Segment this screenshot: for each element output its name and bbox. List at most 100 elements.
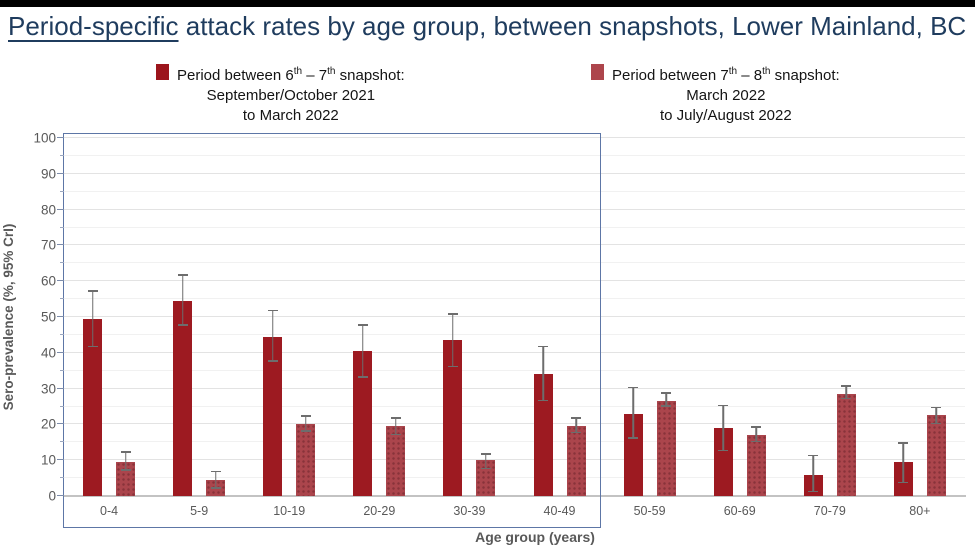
bar-period-1 xyxy=(533,374,553,496)
bar-group xyxy=(64,138,154,496)
gridline xyxy=(64,387,965,389)
bar-slot xyxy=(566,138,586,496)
bar-slot xyxy=(173,138,193,496)
gridline xyxy=(64,137,965,138)
y-axis-tick xyxy=(60,405,64,407)
page-title: Period-specific attack rates by age grou… xyxy=(8,11,968,42)
error-bar xyxy=(476,453,495,470)
y-axis-label: 40 xyxy=(40,345,56,361)
y-axis-label: 60 xyxy=(40,273,56,289)
bar-period-2 xyxy=(296,424,316,496)
error-bar-cap-top xyxy=(931,406,942,409)
error-bar-cap-top xyxy=(898,442,909,444)
legend-label-line: September/October 2021 xyxy=(206,87,376,104)
y-axis-tick xyxy=(57,351,64,353)
error-bar-line xyxy=(452,313,454,368)
error-bar-cap-top xyxy=(357,324,368,326)
x-axis-label: 30-39 xyxy=(453,504,486,518)
error-bar-line xyxy=(812,454,815,493)
bar-group xyxy=(514,138,604,496)
error-bar-line xyxy=(395,417,397,436)
error-bar-cap-bottom xyxy=(210,487,221,489)
y-axis-tick xyxy=(57,387,64,389)
title-rest-text: attack rates by age group, between snaps… xyxy=(178,11,967,41)
y-axis-label: 0 xyxy=(48,488,56,504)
error-bar xyxy=(837,385,856,400)
gridline xyxy=(64,244,965,246)
error-bar xyxy=(624,386,643,439)
legend-label-line: to July/August 2022 xyxy=(659,107,792,124)
error-bar xyxy=(747,426,766,443)
bar-period-1 xyxy=(83,318,103,496)
legend-label-line: March 2022 xyxy=(686,87,766,104)
y-axis-label: 20 xyxy=(40,416,56,432)
error-bar-line xyxy=(91,290,94,348)
error-bar-cap-bottom xyxy=(808,490,819,493)
bar-slot xyxy=(893,138,913,496)
error-bar xyxy=(714,404,733,452)
error-bar xyxy=(567,417,586,434)
error-bar-line xyxy=(362,324,364,378)
bar-period-2 xyxy=(656,401,676,496)
y-axis-tick xyxy=(60,154,64,156)
error-bar-cap-bottom xyxy=(300,430,311,432)
error-bar-cap-top xyxy=(210,470,221,473)
legend-swatch-period-2 xyxy=(591,64,604,80)
bar-group xyxy=(695,138,785,496)
error-bar-cap-bottom xyxy=(841,397,852,400)
legend-label-line: Period between 7th – 8th snapshot: xyxy=(612,66,840,84)
legend-label-period-1: Period between 6th – 7th snapshot: Septem… xyxy=(177,62,405,126)
error-bar-cap-bottom xyxy=(898,481,909,484)
gridline xyxy=(64,208,965,210)
bar-slot xyxy=(353,138,373,496)
bar-slot xyxy=(926,138,946,496)
error-bar-cap-top xyxy=(841,385,852,387)
bar-slot xyxy=(713,138,733,496)
bar-period-1 xyxy=(623,413,643,496)
error-bar xyxy=(263,309,282,362)
bar-period-1 xyxy=(173,300,193,496)
y-axis-label: 90 xyxy=(40,166,56,182)
error-bar-cap-bottom xyxy=(480,467,491,470)
y-axis-tick xyxy=(60,333,64,335)
bar-slot xyxy=(836,138,856,496)
error-bar-cap-bottom xyxy=(447,365,458,368)
y-axis-label: 70 xyxy=(40,237,56,253)
x-axis-label: 40-49 xyxy=(543,504,576,518)
error-bar xyxy=(206,470,225,489)
error-bar-cap-top xyxy=(538,345,549,348)
y-axis-tick xyxy=(60,262,64,264)
y-axis-label: 30 xyxy=(40,381,56,397)
error-bar-line xyxy=(214,470,217,489)
title-underlined-text: Period-specific xyxy=(8,11,179,41)
error-bar-line xyxy=(575,417,577,434)
bar-slot xyxy=(803,138,823,496)
gridline xyxy=(64,226,965,228)
gridline xyxy=(64,405,965,407)
error-bar xyxy=(353,324,372,378)
y-axis-tick xyxy=(60,441,64,443)
error-bar-cap-bottom xyxy=(87,345,98,348)
bar-slot xyxy=(533,138,553,496)
x-axis-label: 10-19 xyxy=(273,504,306,518)
gridline xyxy=(64,172,965,174)
top-black-bar xyxy=(0,0,975,7)
error-bar xyxy=(83,290,102,348)
error-bar-cap-bottom xyxy=(267,360,278,362)
error-bar xyxy=(804,454,823,493)
gridline xyxy=(64,441,965,443)
legend-item-period-1: Period between 6th – 7th snapshot: Septem… xyxy=(156,62,405,126)
y-axis-tick xyxy=(57,137,64,138)
y-axis-label: 100 xyxy=(33,130,56,146)
error-bar xyxy=(386,417,405,436)
y-axis-tick xyxy=(57,423,64,425)
bar-period-2 xyxy=(386,426,406,496)
bar-slot xyxy=(263,138,283,496)
error-bar-cap-bottom xyxy=(661,405,672,407)
y-axis-tick xyxy=(60,298,64,300)
y-axis-tick xyxy=(57,280,64,282)
x-axis-label: 50-59 xyxy=(633,504,666,518)
error-bar-line xyxy=(722,404,724,452)
gridline xyxy=(64,190,965,192)
bar-slot xyxy=(623,138,643,496)
